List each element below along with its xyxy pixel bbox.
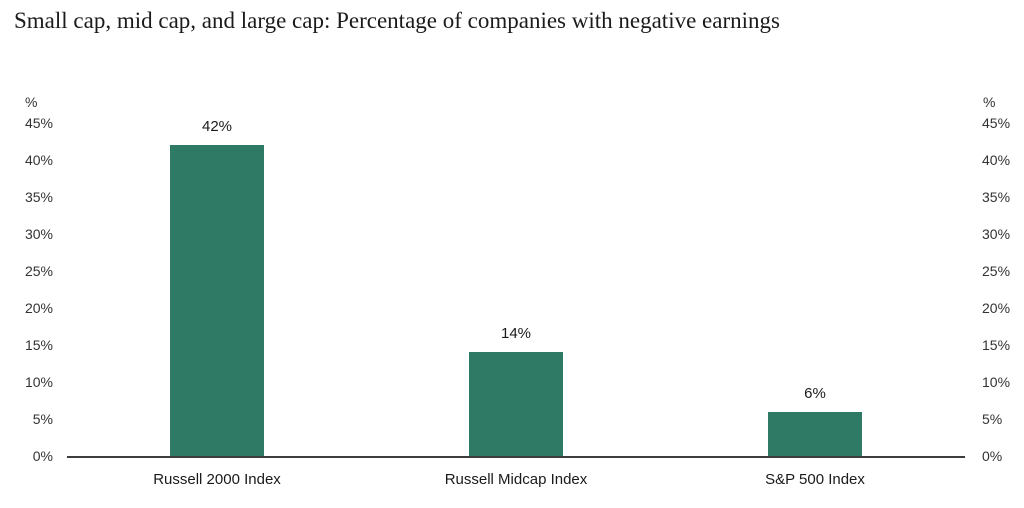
y-tick-label-left: 45% xyxy=(24,115,53,131)
y-tick-label-right: 0% xyxy=(982,448,1003,464)
y-tick-label-right: 15% xyxy=(982,337,1011,353)
y-tick-label-left: 10% xyxy=(24,374,53,390)
y-tick-label-left: 30% xyxy=(24,226,53,242)
y-tick-label-left: 40% xyxy=(24,152,53,168)
bar-value-label: 14% xyxy=(500,325,532,342)
y-tick-label-left: 35% xyxy=(24,189,53,205)
y-axis-unit-right: % xyxy=(983,94,996,110)
y-tick-label-right: 5% xyxy=(982,411,1003,427)
bar xyxy=(768,412,862,456)
x-axis-line xyxy=(67,456,965,458)
bar-value-label: 42% xyxy=(201,118,233,135)
y-tick-label-right: 25% xyxy=(982,263,1011,279)
y-tick-label-right: 40% xyxy=(982,152,1011,168)
y-tick-label-left: 20% xyxy=(24,300,53,316)
bar-value-label: 6% xyxy=(804,385,826,402)
bar xyxy=(170,145,264,456)
y-tick-label-right: 30% xyxy=(982,226,1011,242)
y-tick-label-right: 45% xyxy=(982,115,1011,131)
x-category-label: S&P 500 Index xyxy=(765,471,865,488)
y-tick-label-left: 25% xyxy=(24,263,53,279)
y-axis-unit-left: % xyxy=(25,94,38,110)
x-category-label: Russell 2000 Index xyxy=(153,471,281,488)
y-tick-label-left: 0% xyxy=(32,448,53,464)
y-tick-label-right: 35% xyxy=(982,189,1011,205)
chart-title: Small cap, mid cap, and large cap: Perce… xyxy=(14,8,780,33)
y-tick-label-right: 20% xyxy=(982,300,1011,316)
y-tick-label-left: 15% xyxy=(24,337,53,353)
x-category-label: Russell Midcap Index xyxy=(444,471,588,488)
y-tick-label-right: 10% xyxy=(982,374,1011,390)
bar xyxy=(469,352,563,456)
y-tick-label-left: 5% xyxy=(32,411,53,427)
